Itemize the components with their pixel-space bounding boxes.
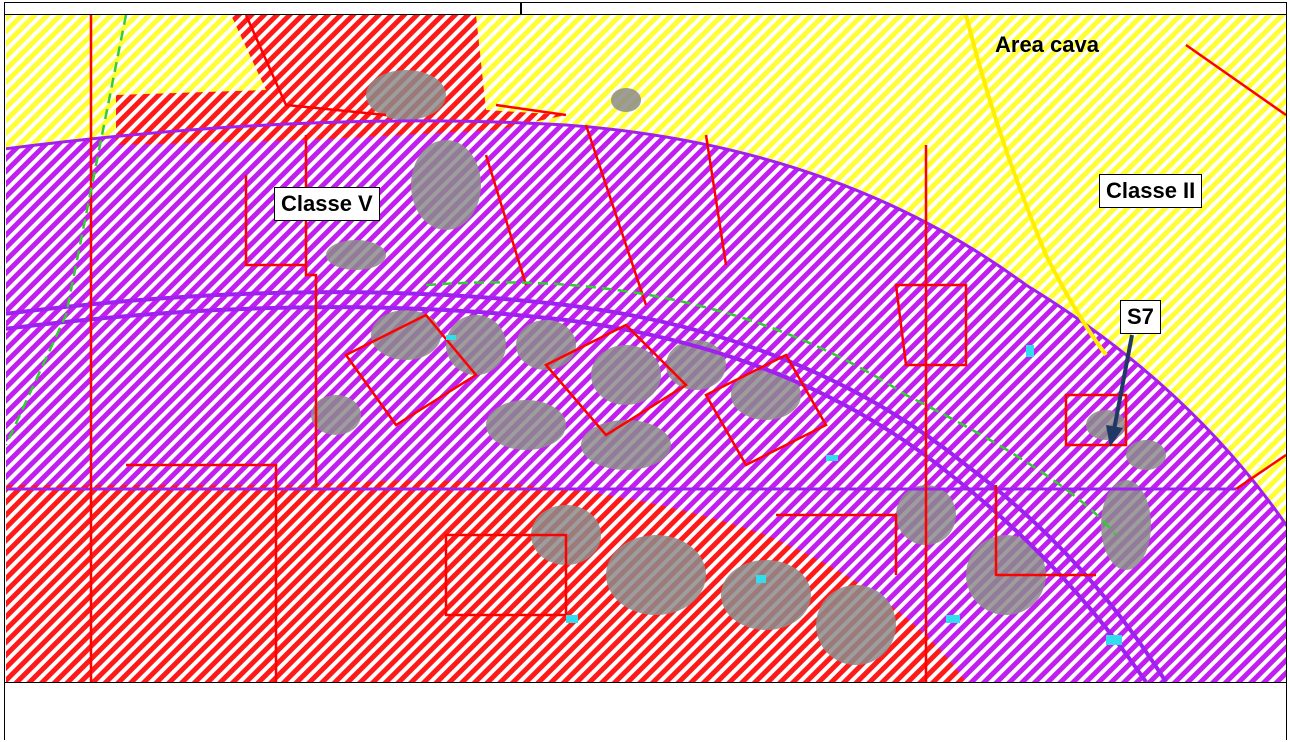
road-lines [6, 119, 1286, 682]
cadastral-lines [89, 15, 1286, 682]
water-features [446, 335, 1122, 645]
building-footprints [311, 70, 1166, 665]
yellow-boundary-line [964, 15, 1108, 357]
caption-area [5, 682, 1286, 740]
class-red-zone-top [116, 15, 566, 145]
acoustic-zoning-map: Area cava Classe V Classe II S7 [6, 15, 1286, 682]
label-classe-v: Classe V [274, 187, 380, 221]
label-classe-ii: Classe II [1099, 174, 1203, 208]
arrow-down-icon [1106, 334, 1134, 447]
class-red-zone-bottom [6, 480, 966, 682]
green-dashed-lines [6, 15, 1117, 536]
label-area-cava: Area cava [995, 32, 1099, 57]
top-table-strip [4, 2, 1287, 15]
top-table-divider [520, 2, 522, 15]
label-s7: S7 [1120, 300, 1161, 334]
